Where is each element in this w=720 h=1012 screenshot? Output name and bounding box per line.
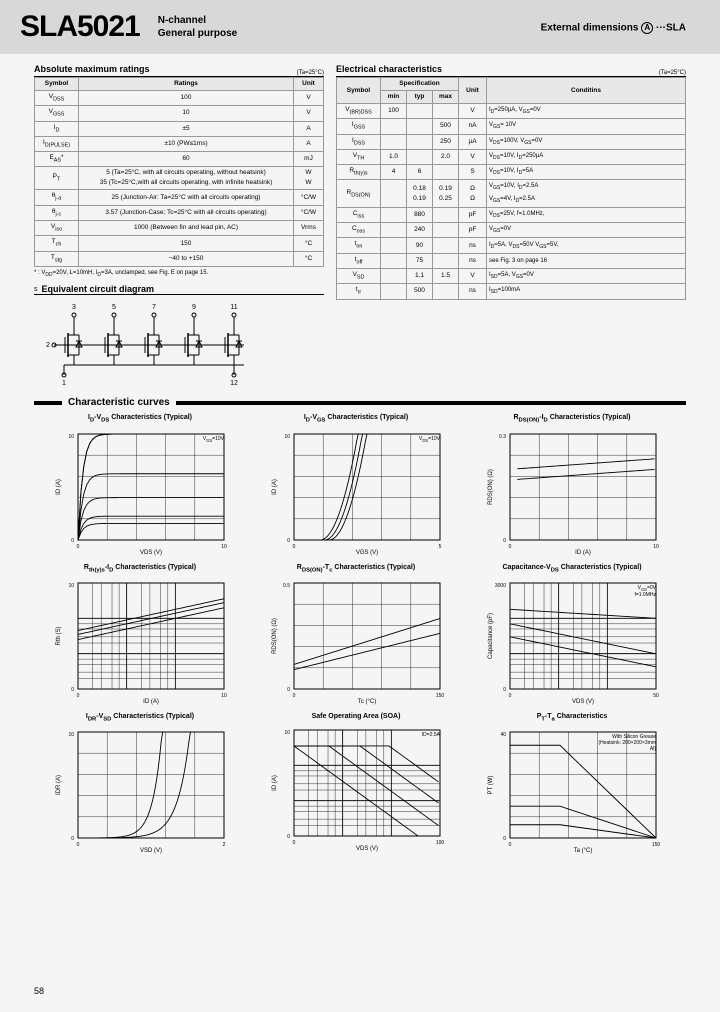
- svg-text:0: 0: [77, 693, 80, 699]
- svg-text:0: 0: [71, 687, 74, 693]
- svg-text:0: 0: [503, 538, 506, 544]
- chart: Capacitance-VDS Characteristics (Typical…: [482, 564, 662, 705]
- curves-header: Characteristic curves: [34, 397, 686, 408]
- svg-text:0: 0: [71, 538, 74, 544]
- svg-text:ID (A): ID (A): [143, 699, 159, 705]
- svg-text:PT (W): PT (W): [488, 776, 494, 795]
- external-dimensions: External dimensions A ···SLA: [541, 22, 686, 34]
- chart: RDS(ON)-ID Characteristics (Typical)ID (…: [482, 414, 662, 555]
- subtitle-line1: N-channel: [158, 14, 237, 27]
- abs-max-footnote: * : VDD=20V, L=10mH, ID=3A, unclamped, s…: [34, 270, 324, 278]
- svg-text:100: 100: [436, 840, 445, 846]
- svg-text:VDS (V): VDS (V): [140, 550, 162, 556]
- subtitle: N-channel General purpose: [158, 14, 237, 40]
- svg-text:ID (A): ID (A): [56, 479, 62, 495]
- abs-max-ta: (Ta=25°C): [297, 70, 324, 76]
- charts-grid: ID-VDS Characteristics (Typical)VDS (V)I…: [0, 414, 720, 854]
- svg-text:10: 10: [68, 583, 74, 589]
- svg-text:RDS(ON) (Ω): RDS(ON) (Ω): [272, 618, 278, 654]
- svg-text:10: 10: [284, 730, 290, 736]
- elec-table: SymbolSpecificationUnitConditinsmintypma…: [336, 77, 686, 300]
- chart: PT-Ta CharacteristicsTa (°C)PT (W)With S…: [482, 713, 662, 854]
- svg-text:11: 11: [230, 304, 237, 311]
- svg-text:3000: 3000: [495, 583, 506, 589]
- svg-text:0: 0: [293, 693, 296, 699]
- svg-text:VDS (V): VDS (V): [572, 699, 594, 705]
- svg-text:1: 1: [62, 380, 66, 387]
- svg-text:ID (A): ID (A): [272, 775, 278, 791]
- svg-text:2: 2: [223, 842, 226, 848]
- subtitle-line2: General purpose: [158, 27, 237, 40]
- svg-text:VSD (V): VSD (V): [140, 848, 162, 854]
- svg-text:0: 0: [287, 538, 290, 544]
- svg-text:RDS(ON) (Ω): RDS(ON) (Ω): [488, 469, 494, 505]
- svg-text:0: 0: [293, 544, 296, 550]
- svg-text:0: 0: [293, 840, 296, 846]
- svg-text:0: 0: [77, 842, 80, 848]
- svg-text:50: 50: [653, 693, 659, 699]
- svg-text:150: 150: [652, 842, 661, 848]
- abs-max-table: SymbolRatingsUnitVDSS100VVGSS10VID±5AID(…: [34, 77, 324, 267]
- svg-text:VGS (V): VGS (V): [356, 550, 378, 556]
- svg-text:0.5: 0.5: [283, 583, 290, 589]
- svg-text:150: 150: [436, 693, 445, 699]
- chart: Rth(y)s-ID Characteristics (Typical)ID (…: [50, 564, 230, 705]
- abs-max-title: Absolute maximum ratings: [34, 64, 150, 74]
- svg-text:3: 3: [72, 304, 76, 311]
- equivalent-circuit-diagram: 3579112112: [34, 301, 324, 389]
- svg-text:Capacitance (pF): Capacitance (pF): [488, 613, 494, 659]
- chart: ID-VGS Characteristics (Typical)VGS (V)I…: [266, 414, 446, 555]
- svg-text:0: 0: [503, 836, 506, 842]
- svg-text:Ta (°C): Ta (°C): [574, 848, 593, 854]
- svg-text:0: 0: [509, 842, 512, 848]
- svg-text:10: 10: [221, 544, 227, 550]
- svg-text:0: 0: [77, 544, 80, 550]
- svg-text:0: 0: [287, 834, 290, 840]
- svg-text:ID (A): ID (A): [575, 550, 591, 556]
- svg-text:9: 9: [192, 304, 196, 311]
- svg-text:2: 2: [46, 342, 50, 349]
- elec-ta: (Ta=25°C): [659, 70, 686, 76]
- page-number: 58: [34, 986, 44, 996]
- svg-text:Tc (°C): Tc (°C): [358, 699, 376, 705]
- svg-text:10: 10: [68, 732, 74, 738]
- equiv-circuit-title: Equivalent circuit diagram: [34, 284, 324, 295]
- chart: ID-VDS Characteristics (Typical)VDS (V)I…: [50, 414, 230, 555]
- svg-text:12: 12: [230, 380, 238, 387]
- svg-text:0.3: 0.3: [499, 434, 506, 440]
- part-number: SLA5021: [20, 10, 140, 44]
- svg-text:ID (A): ID (A): [272, 479, 278, 495]
- svg-text:0: 0: [509, 693, 512, 699]
- chart: RDS(ON)-Tc Characteristics (Typical)Tc (…: [266, 564, 446, 705]
- svg-text:5: 5: [439, 544, 442, 550]
- svg-text:0: 0: [509, 544, 512, 550]
- svg-text:7: 7: [152, 304, 156, 311]
- elec-title: Electrical characteristics: [336, 64, 442, 74]
- svg-text:40: 40: [500, 732, 506, 738]
- svg-text:5: 5: [112, 304, 116, 311]
- svg-text:0: 0: [503, 687, 506, 693]
- svg-text:10: 10: [68, 434, 74, 440]
- chart: IDR-VSD Characteristics (Typical)VSD (V)…: [50, 713, 230, 854]
- svg-text:IDR (A): IDR (A): [56, 775, 62, 795]
- chart: Safe Operating Area (SOA)VDS (V)ID (A)ID…: [266, 713, 446, 854]
- svg-text:10: 10: [284, 434, 290, 440]
- svg-text:10: 10: [221, 693, 227, 699]
- svg-text:VDS (V): VDS (V): [356, 846, 378, 852]
- svg-text:Rth (S): Rth (S): [56, 626, 62, 645]
- svg-text:10: 10: [653, 544, 659, 550]
- svg-text:0: 0: [71, 836, 74, 842]
- svg-text:0: 0: [287, 687, 290, 693]
